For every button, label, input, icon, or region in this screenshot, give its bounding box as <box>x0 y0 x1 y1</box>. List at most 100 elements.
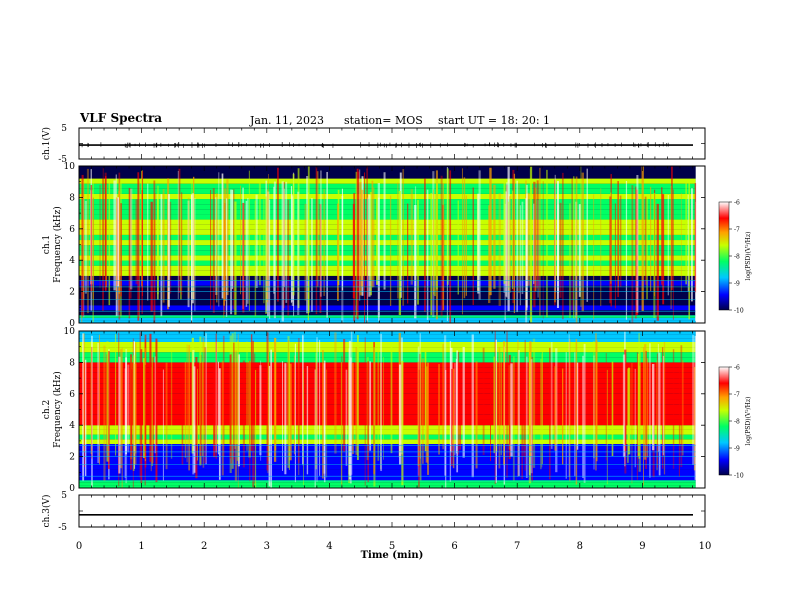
spectrogram-streak <box>507 201 509 291</box>
spectrogram-streak <box>582 355 584 478</box>
spectrogram-streak <box>364 172 366 323</box>
spectrogram-streak <box>194 197 196 312</box>
y-axis-label: Frequency (kHz) <box>52 206 63 283</box>
spectrogram-streak <box>561 172 564 320</box>
spectrogram-streak <box>672 189 674 320</box>
spectrogram-streak <box>459 365 461 450</box>
spectrogram-streak <box>656 353 658 468</box>
spectrogram-band <box>79 425 696 430</box>
spectrogram-streak <box>672 349 675 469</box>
spectrogram-streak <box>316 171 319 287</box>
spectrogram-streak <box>376 198 379 285</box>
spectrogram-streak <box>532 338 536 468</box>
spectrogram-streak <box>226 179 229 296</box>
spectrogram-streak <box>465 195 467 296</box>
colorbar <box>718 366 730 476</box>
spectrogram-streak <box>135 199 138 285</box>
spectrogram-streak <box>457 351 460 455</box>
spectrogram-streak <box>694 335 697 480</box>
spectrogram-streak <box>249 360 251 482</box>
spectrogram-streak <box>120 349 123 469</box>
spectrogram-streak <box>113 180 116 291</box>
spectrogram-streak <box>559 202 562 298</box>
spectrogram-streak <box>653 193 656 318</box>
spectrogram-streak <box>268 199 271 319</box>
spectrogram-streak <box>233 342 235 460</box>
spectrogram-streak <box>315 352 317 470</box>
spectrogram-streak <box>298 343 300 476</box>
spectrogram-streak <box>147 183 149 301</box>
spectrogram-streak <box>617 181 619 298</box>
spectrogram-streak <box>671 166 673 290</box>
x-tick-label: 7 <box>514 541 520 552</box>
spectrogram-band <box>79 347 696 353</box>
spectrogram-streak <box>430 192 433 316</box>
spectrogram-streak <box>255 369 257 488</box>
y-tick-label: 5 <box>61 124 67 134</box>
spectrogram-streak <box>542 181 544 319</box>
spectrogram-streak <box>104 172 107 290</box>
spectrogram-band <box>79 265 696 271</box>
spectrogram-streak <box>150 201 153 312</box>
spectrogram-band <box>79 399 696 405</box>
spectrogram-streak <box>554 366 557 451</box>
spectrogram-streak <box>254 200 257 317</box>
spectrogram-streak <box>118 332 120 487</box>
spectrogram-streak <box>160 194 163 317</box>
spectrogram-streak <box>92 178 94 322</box>
spectrogram-streak <box>586 168 588 302</box>
spectrogram-streak <box>230 189 233 315</box>
spectrogram-streak <box>267 173 269 287</box>
spectrogram-streak <box>472 187 474 305</box>
colorbar-label: log(PSD)(V²/Hz) <box>745 232 752 281</box>
spectrogram-streak <box>117 197 120 287</box>
spectrogram-streak <box>654 189 656 297</box>
spectrogram-streak <box>323 189 325 296</box>
spectrogram-streak <box>306 175 309 314</box>
spectrogram-streak <box>319 204 322 313</box>
spectrogram-streak <box>446 168 449 285</box>
spectrogram-band <box>79 275 696 281</box>
spectrogram-streak <box>490 367 491 462</box>
spectrogram-streak <box>512 356 515 481</box>
spectrogram-streak <box>284 363 287 475</box>
spectrogram-streak <box>463 177 466 299</box>
spectrogram-band <box>79 305 696 311</box>
spectrogram-band <box>79 341 696 348</box>
spectrogram-streak <box>578 204 581 297</box>
spectrogram-streak <box>322 350 324 479</box>
spectrogram-band <box>79 250 696 256</box>
spectrogram-band <box>79 482 696 486</box>
spectrogram-streak <box>359 182 362 296</box>
spectrogram-streak <box>530 359 533 474</box>
spectrogram-band <box>79 388 696 394</box>
spectrogram-streak <box>600 188 602 307</box>
spectrogram-streak <box>457 200 459 295</box>
spectrogram-streak <box>178 168 181 293</box>
spectrogram-streak <box>461 168 463 315</box>
spectrogram-streak <box>419 348 422 481</box>
spectrogram-band <box>79 404 696 410</box>
spectrogram-streak <box>377 343 380 461</box>
spectrogram-band <box>79 338 696 342</box>
spectrogram-streak <box>634 186 637 319</box>
spectrogram-band <box>79 352 696 358</box>
spectrogram-streak <box>83 196 85 318</box>
spectrogram-streak <box>129 188 132 299</box>
spectrogram-streak <box>593 355 595 470</box>
spectrogram-streak <box>521 363 523 479</box>
spectrogram-band <box>79 367 696 373</box>
spectrogram-streak <box>561 368 564 465</box>
spectrogram-streak <box>576 362 579 450</box>
spectrogram-band <box>79 459 696 465</box>
spectrogram-streak <box>575 338 578 485</box>
spectrogram-band <box>79 270 696 276</box>
spectrogram-streak <box>224 188 226 302</box>
spectrogram-streak <box>691 188 693 302</box>
colorbar-tick-label: -8 <box>734 254 740 261</box>
spectrogram-streak <box>149 333 152 462</box>
spectrogram-band <box>79 372 696 379</box>
spectrogram-streak <box>541 348 543 465</box>
spectrogram-streak <box>118 356 121 474</box>
spectrogram-streak <box>304 203 307 301</box>
